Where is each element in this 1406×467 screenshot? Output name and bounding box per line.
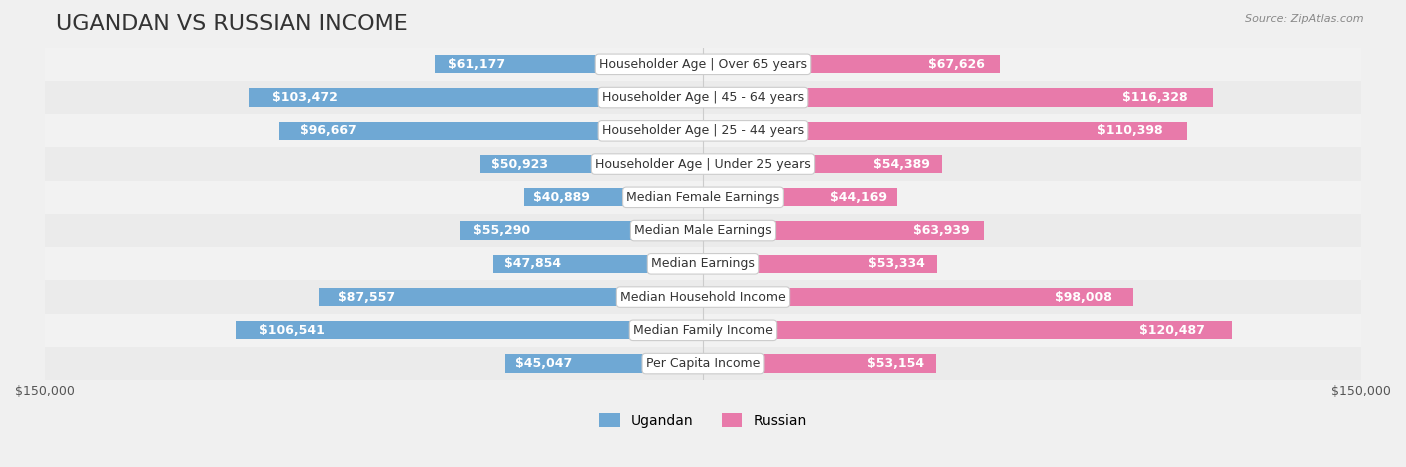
Bar [494,255,703,273]
Bar [703,321,1232,340]
Bar [45,214,1361,247]
Text: Per Capita Income: Per Capita Income [645,357,761,370]
Bar [703,88,1213,107]
Bar [45,181,1361,214]
Text: $54,389: $54,389 [873,157,929,170]
Text: $96,667: $96,667 [299,124,357,137]
Bar [236,321,703,340]
Bar [278,122,703,140]
Bar [703,354,936,373]
Bar [703,55,1000,73]
Bar [460,221,703,240]
Bar [703,122,1187,140]
Bar [45,48,1361,81]
Text: Householder Age | 45 - 64 years: Householder Age | 45 - 64 years [602,91,804,104]
Legend: Ugandan, Russian: Ugandan, Russian [593,407,813,433]
Bar [319,288,703,306]
Bar [434,55,703,73]
Text: $106,541: $106,541 [259,324,325,337]
Text: $67,626: $67,626 [928,58,984,71]
Text: Median Male Earnings: Median Male Earnings [634,224,772,237]
Bar [703,155,942,173]
Bar [45,114,1361,148]
Bar [703,188,897,206]
Text: $55,290: $55,290 [472,224,530,237]
Bar [45,148,1361,181]
Bar [703,221,984,240]
Text: $50,923: $50,923 [491,157,548,170]
Text: Householder Age | Under 25 years: Householder Age | Under 25 years [595,157,811,170]
Bar [505,354,703,373]
Text: $40,889: $40,889 [533,191,589,204]
Text: Householder Age | Over 65 years: Householder Age | Over 65 years [599,58,807,71]
Bar [45,281,1361,314]
Text: $110,398: $110,398 [1098,124,1163,137]
Text: $61,177: $61,177 [449,58,505,71]
Text: $45,047: $45,047 [515,357,572,370]
Text: Median Earnings: Median Earnings [651,257,755,270]
Text: $63,939: $63,939 [912,224,970,237]
Text: $116,328: $116,328 [1122,91,1188,104]
Text: Source: ZipAtlas.com: Source: ZipAtlas.com [1246,14,1364,24]
Bar [703,288,1133,306]
Bar [45,81,1361,114]
Text: Median Female Earnings: Median Female Earnings [627,191,779,204]
Text: $120,487: $120,487 [1139,324,1205,337]
Text: $98,008: $98,008 [1054,290,1112,304]
Text: UGANDAN VS RUSSIAN INCOME: UGANDAN VS RUSSIAN INCOME [56,14,408,34]
Text: $53,334: $53,334 [869,257,925,270]
Text: Householder Age | 25 - 44 years: Householder Age | 25 - 44 years [602,124,804,137]
Text: $47,854: $47,854 [503,257,561,270]
Bar [249,88,703,107]
Text: $103,472: $103,472 [271,91,337,104]
Bar [45,347,1361,380]
Text: $53,154: $53,154 [868,357,925,370]
Text: $87,557: $87,557 [337,290,395,304]
Bar [45,247,1361,281]
Bar [45,314,1361,347]
Bar [479,155,703,173]
Text: Median Family Income: Median Family Income [633,324,773,337]
Text: Median Household Income: Median Household Income [620,290,786,304]
Text: $44,169: $44,169 [830,191,887,204]
Bar [703,255,936,273]
Bar [523,188,703,206]
